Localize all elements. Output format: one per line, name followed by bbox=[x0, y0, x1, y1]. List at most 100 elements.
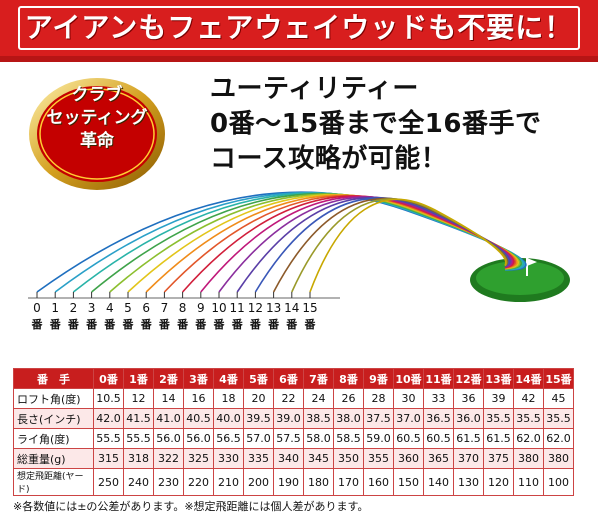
spec-cell: 30 bbox=[393, 388, 424, 409]
spec-cell: 55.5 bbox=[93, 428, 124, 449]
spec-cell: 22 bbox=[273, 388, 304, 409]
spec-cell: 330 bbox=[213, 448, 244, 469]
spec-cell: 33 bbox=[423, 388, 454, 409]
spec-row: 長さ(インチ) 42.0 41.5 41.0 40.5 40.0 39.5 39.0 38.5 3… bbox=[13, 408, 574, 429]
club-number-10: 10 bbox=[211, 301, 227, 315]
spec-header-club-9: 9番 bbox=[363, 368, 394, 389]
spec-cell: 59.0 bbox=[363, 428, 394, 449]
headline-line-1: ユーティリティー bbox=[210, 74, 419, 104]
club-number-0: 0 bbox=[33, 301, 41, 315]
club-ban-1: 番 bbox=[49, 318, 61, 331]
spec-cell: 60.5 bbox=[423, 428, 454, 449]
spec-cell: 12 bbox=[123, 388, 154, 409]
spec-cell: 35.5 bbox=[543, 408, 574, 429]
spec-cell: 61.5 bbox=[483, 428, 514, 449]
footnote: ※各数値には±の公差があります。※想定飛距離には個人差があります。 bbox=[13, 500, 369, 513]
spec-cell: 39.5 bbox=[243, 408, 274, 429]
headline-line-2: 0番〜15番まで全16番手で bbox=[210, 109, 542, 139]
club-number-14: 14 bbox=[284, 301, 300, 315]
spec-row: ロフト角(度) 10.5 12 14 16 18 20 22 24 26 28 30 33 36 39 42 4… bbox=[13, 388, 574, 409]
spec-cell: 62.0 bbox=[513, 428, 544, 449]
spec-cell: 40.5 bbox=[183, 408, 214, 429]
spec-header-club-7: 7番 bbox=[303, 368, 334, 389]
spec-header-club-15: 15番 bbox=[543, 368, 574, 389]
badge-emblem bbox=[29, 78, 165, 190]
spec-header-club-0: 0番 bbox=[93, 368, 124, 389]
spec-cell: 42 bbox=[513, 388, 544, 409]
spec-header-club-8: 8番 bbox=[333, 368, 364, 389]
club-ban-6: 番 bbox=[140, 318, 152, 331]
club-ban-7: 番 bbox=[158, 318, 170, 331]
club-number-2: 2 bbox=[69, 301, 78, 315]
top-banner: アイアンもフェアウェイウッドも不要に！ bbox=[0, 0, 598, 62]
spec-cell: 41.0 bbox=[153, 408, 184, 429]
spec-row: ライ角(度) 55.5 55.5 56.0 56.0 56.5 57.0 57.5 58.0 58… bbox=[13, 428, 574, 449]
badge-line-3: 革命 bbox=[80, 131, 114, 151]
spec-cell: 360 bbox=[393, 448, 424, 469]
spec-cell: 150 bbox=[393, 468, 424, 496]
club-number-7: 7 bbox=[160, 301, 169, 315]
spec-cell: 37.0 bbox=[393, 408, 424, 429]
banner-frame bbox=[18, 6, 580, 50]
spec-row-label: 総重量(g) bbox=[13, 448, 94, 469]
headline-line-3: コース攻略が可能！ bbox=[210, 144, 448, 174]
spec-cell: 340 bbox=[273, 448, 304, 469]
spec-cell: 58.0 bbox=[303, 428, 334, 449]
spec-cell: 36.0 bbox=[453, 408, 484, 429]
club-number-8: 8 bbox=[178, 301, 187, 315]
spec-cell: 325 bbox=[183, 448, 214, 469]
spec-cell: 170 bbox=[333, 468, 364, 496]
club-number-13: 13 bbox=[265, 301, 282, 315]
spec-cell: 58.5 bbox=[333, 428, 364, 449]
club-number-3: 3 bbox=[87, 301, 96, 315]
spec-cell: 100 bbox=[543, 468, 574, 496]
spec-cell: 26 bbox=[333, 388, 364, 409]
club-ban-8: 番 bbox=[177, 318, 189, 331]
spec-cell: 55.5 bbox=[123, 428, 154, 449]
spec-cell: 345 bbox=[303, 448, 334, 469]
spec-cell: 57.5 bbox=[273, 428, 304, 449]
spec-header-row: 番 手 0番 1番 2番 3番 4番 5番 6番 7番 8番 9番 10番 11番 12番 13番 14番 1… bbox=[13, 368, 574, 389]
spec-cell: 24 bbox=[303, 388, 334, 409]
club-number-4: 4 bbox=[105, 301, 114, 315]
spec-cell: 39 bbox=[483, 388, 514, 409]
spec-cell: 45 bbox=[543, 388, 574, 409]
spec-cell: 370 bbox=[453, 448, 484, 469]
badge-line-2: セッティング bbox=[46, 108, 148, 128]
spec-header-club-13: 13番 bbox=[483, 368, 514, 389]
trajectory-arc-11 bbox=[236, 196, 511, 293]
club-number-6: 6 bbox=[142, 301, 150, 315]
spec-header-club-14: 14番 bbox=[513, 368, 544, 389]
spec-cell: 38.0 bbox=[333, 408, 364, 429]
green-surface bbox=[476, 261, 564, 295]
spec-cell: 322 bbox=[153, 448, 184, 469]
spec-cell: 120 bbox=[483, 468, 514, 496]
spec-cell: 355 bbox=[363, 448, 394, 469]
spec-cell: 160 bbox=[363, 468, 394, 496]
spec-cell: 36.5 bbox=[423, 408, 454, 429]
spec-cell: 190 bbox=[273, 468, 304, 496]
spec-cell: 20 bbox=[243, 388, 274, 409]
spec-header-club-12: 12番 bbox=[453, 368, 484, 389]
spec-cell: 37.5 bbox=[363, 408, 394, 429]
club-number-5: 5 bbox=[124, 301, 132, 315]
club-number-9: 9 bbox=[196, 301, 205, 315]
spec-cell: 35.5 bbox=[513, 408, 544, 429]
badge-line-1: クラブ bbox=[71, 85, 123, 105]
club-ban-11: 番 bbox=[231, 318, 243, 331]
spec-cell: 60.5 bbox=[393, 428, 424, 449]
club-number-1: 1 bbox=[51, 301, 59, 315]
spec-cell: 28 bbox=[363, 388, 394, 409]
club-ban-14: 番 bbox=[286, 318, 298, 331]
spec-cell: 315 bbox=[93, 448, 124, 469]
club-number-15: 15 bbox=[302, 301, 318, 315]
club-ban-12: 番 bbox=[249, 318, 261, 331]
spec-cell: 61.5 bbox=[453, 428, 484, 449]
spec-cell: 56.0 bbox=[153, 428, 184, 449]
spec-cell: 350 bbox=[333, 448, 364, 469]
spec-cell: 42.0 bbox=[93, 408, 124, 429]
spec-cell: 180 bbox=[303, 468, 334, 496]
club-ban-4: 番 bbox=[104, 318, 116, 331]
banner-shadow bbox=[0, 56, 598, 62]
spec-cell: 39.0 bbox=[273, 408, 304, 429]
